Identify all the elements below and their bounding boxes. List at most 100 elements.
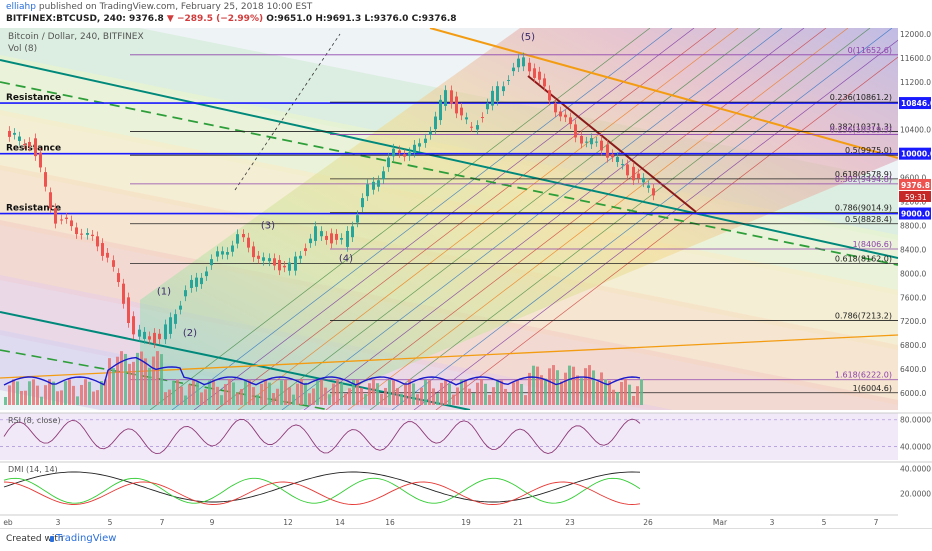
- candle-body: [533, 68, 536, 78]
- close-value: C:9376.8: [411, 14, 457, 24]
- volume-bar: [400, 393, 403, 405]
- volume-bar: [72, 385, 75, 405]
- dmi-tick-label: 20.0000: [900, 489, 931, 498]
- channel-mid-dashed-line: [0, 81, 898, 266]
- candle-body: [205, 271, 208, 277]
- candle-body: [574, 124, 577, 138]
- volume-bar: [492, 387, 495, 405]
- volume-bar: [104, 379, 107, 405]
- tradingview-logo-icon: [50, 536, 54, 542]
- candle-body: [429, 131, 432, 135]
- wave-label: (4): [339, 253, 353, 264]
- volume-bar: [216, 386, 219, 405]
- volume-bar: [228, 379, 231, 405]
- volume-bar: [404, 383, 407, 405]
- volume-bar: [640, 379, 643, 405]
- volume-bar: [484, 383, 487, 405]
- low-value: L:9376.0: [364, 14, 409, 24]
- candle-body: [231, 245, 234, 252]
- volume-bar: [272, 393, 275, 405]
- publish-line: elliahp published on TradingView.com, Fe…: [6, 2, 312, 12]
- volume-bar: [412, 383, 415, 405]
- price-tick-label: 8400.0: [900, 245, 926, 254]
- volume-bar: [560, 381, 563, 405]
- chart-header: elliahp published on TradingView.com, Fe…: [0, 0, 932, 28]
- candle-body: [387, 157, 390, 168]
- candle-body: [65, 217, 68, 219]
- channel-line: [237, 28, 739, 410]
- volume-bar: [324, 387, 327, 405]
- volume-bar: [232, 382, 235, 405]
- time-tick-label: eb: [3, 518, 13, 527]
- candle-body: [236, 234, 239, 244]
- candle-body: [600, 140, 603, 151]
- dmi-legend: DMI (14, 14): [8, 465, 58, 474]
- candle-body: [569, 117, 572, 125]
- volume-bar: [76, 396, 79, 405]
- volume-bar: [444, 379, 447, 405]
- author-name[interactable]: elliahp: [6, 2, 36, 12]
- rsi-legend: RSI (8, close): [8, 416, 61, 425]
- candle-body: [382, 171, 385, 180]
- volume-bar: [96, 390, 99, 405]
- fib-level-label: 0.786(7213.2): [835, 311, 892, 320]
- candle-body: [450, 90, 453, 104]
- candle-body: [314, 226, 317, 241]
- volume-bar: [244, 380, 247, 405]
- volume-bar: [288, 387, 291, 405]
- candle-body: [621, 164, 624, 166]
- candle-body: [294, 256, 297, 271]
- candle-body: [242, 233, 245, 238]
- volume-bar: [480, 379, 483, 405]
- price-tick-label: 12000.0: [900, 30, 931, 39]
- price-chart[interactable]: Resistance Resistance Resistance 0(11652.6)…: [0, 0, 932, 528]
- volume-bar: [220, 395, 223, 405]
- volume-bar: [568, 365, 571, 405]
- candle-body: [418, 143, 421, 147]
- candle-body: [548, 90, 551, 101]
- candle-body: [247, 237, 250, 248]
- rsi-background: [0, 413, 898, 460]
- volume-bar: [532, 365, 535, 405]
- candle-body: [517, 58, 520, 68]
- volume-bar: [116, 356, 119, 405]
- fib-level-label: 0.5(8828.4): [845, 215, 892, 224]
- price-axis: 6000.0 6400.0 6800.0 7200.0 7600.0 8000.0 8400…: [898, 28, 932, 410]
- candle-body: [330, 233, 333, 244]
- wave-label: (5): [521, 32, 535, 43]
- time-tick-label: 5: [108, 518, 113, 527]
- volume-bar: [264, 379, 267, 405]
- time-tick-label: 23: [565, 518, 575, 527]
- volume-bar: [132, 361, 135, 405]
- volume-bar: [600, 372, 603, 405]
- time-tick-label: 14: [335, 518, 345, 527]
- volume-bar: [496, 379, 499, 405]
- candle-body: [112, 260, 115, 267]
- candle-body: [34, 138, 37, 157]
- created-with-label: Created with: [6, 534, 64, 544]
- orange-resistance-line: [429, 28, 898, 159]
- candle-body: [278, 259, 281, 271]
- tradingview-brand[interactable]: TradingView: [56, 533, 117, 544]
- dmi-tick-label: 40.0000: [900, 464, 931, 473]
- fib-level-label: 1(8406.6): [853, 240, 892, 249]
- volume-bar: [388, 380, 391, 405]
- candle-body: [611, 154, 614, 158]
- candle-body: [195, 277, 198, 287]
- volume-legend: Vol (8): [8, 44, 38, 54]
- current-price-tag: [899, 178, 931, 190]
- fib-level-label: 0.786(9014.9): [835, 204, 892, 213]
- current-price-label: 9376.8: [901, 181, 930, 190]
- candle-body: [169, 317, 172, 334]
- volume-bar: [60, 390, 63, 405]
- volume-bar: [332, 383, 335, 405]
- volume-bar: [424, 379, 427, 405]
- volume-bar: [360, 387, 363, 405]
- price-tick-label: 11600.0: [900, 54, 931, 63]
- channel-upper-line: [0, 59, 898, 259]
- volume-bar: [260, 383, 263, 405]
- candle-body: [434, 116, 437, 130]
- volume-bar: [8, 385, 11, 405]
- candle-body: [164, 324, 167, 340]
- volume-bar: [40, 396, 43, 405]
